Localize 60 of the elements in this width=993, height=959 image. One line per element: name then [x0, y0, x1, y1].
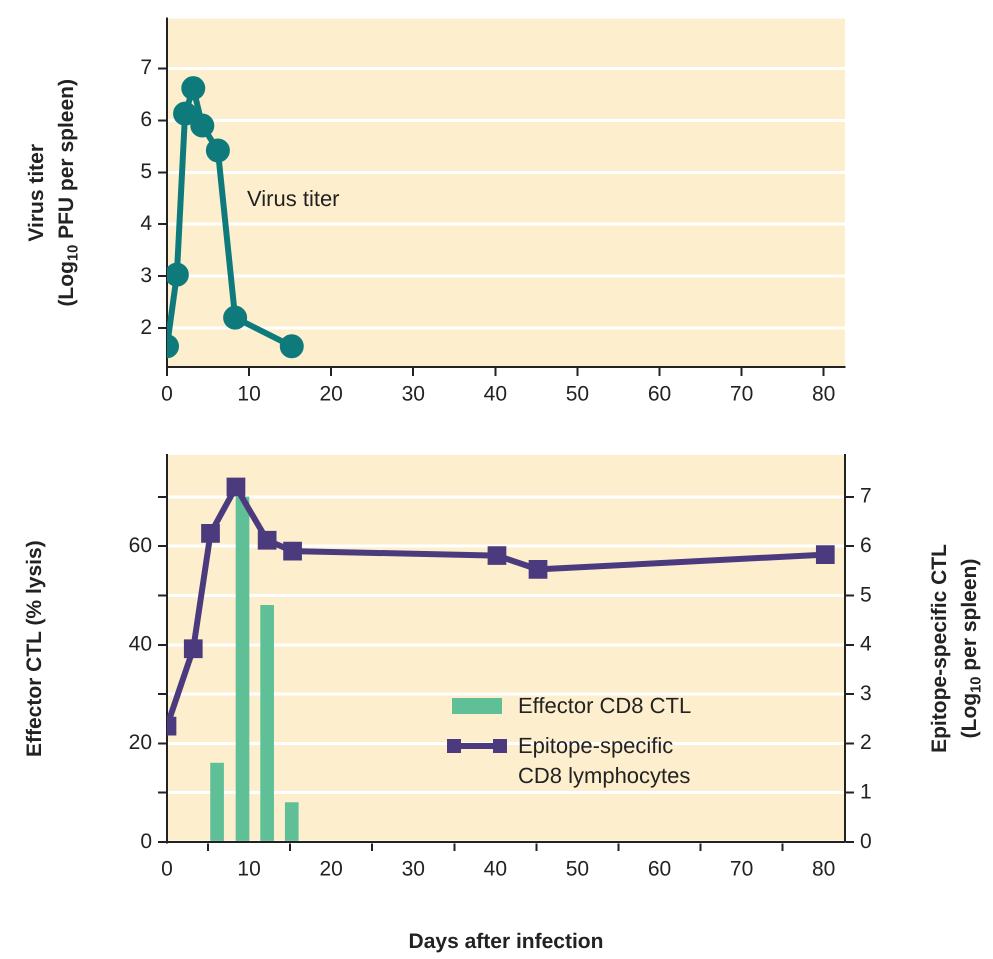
x-tick-label: 0 — [161, 382, 173, 406]
point — [816, 545, 835, 564]
x-tick-label: 10 — [237, 382, 261, 406]
point — [283, 542, 302, 560]
legend-label: Effector CD8 CTL — [518, 692, 692, 720]
point — [173, 102, 198, 126]
y-tick-label: 7 — [140, 56, 152, 80]
point — [206, 138, 230, 162]
y-tick-label: 60 — [128, 534, 152, 557]
x-tick-label: 20 — [319, 857, 343, 880]
point — [280, 334, 304, 358]
x-tick-label: 70 — [730, 857, 754, 880]
point — [226, 478, 246, 496]
x-tick-label: 0 — [161, 857, 173, 880]
point — [223, 306, 248, 330]
y2-tick-label: 4 — [860, 632, 872, 656]
x-tick-label: 60 — [648, 382, 672, 406]
y2-tick-label: 5 — [860, 583, 872, 606]
x-axis-title: Days after infection — [408, 930, 604, 953]
bar — [260, 605, 274, 841]
x-tick-label: 20 — [319, 382, 343, 406]
y2-tick-label: 3 — [860, 682, 872, 705]
y-axis-title: Effector CTL (% lysis) — [22, 540, 46, 758]
x-tick-label: 30 — [402, 382, 425, 406]
y-tick-label: 3 — [140, 264, 152, 287]
x-tick-label: 60 — [648, 857, 672, 880]
x-tick-label: 50 — [566, 857, 590, 880]
y-tick-label: 4 — [140, 212, 152, 236]
y2-tick-label: 2 — [860, 731, 872, 754]
x-tick-label: 80 — [812, 382, 836, 406]
y-tick-label: 6 — [140, 108, 152, 132]
x-tick-label: 80 — [812, 857, 836, 880]
bar — [236, 496, 250, 841]
y2-tick-label: 0 — [860, 830, 872, 853]
point — [181, 76, 206, 100]
y2-tick-label: 7 — [860, 484, 872, 508]
point — [190, 114, 214, 138]
point — [258, 530, 277, 550]
x-tick-label: 70 — [730, 382, 754, 406]
x-tick-label: 40 — [484, 857, 508, 880]
x-tick-label: 30 — [402, 857, 425, 880]
point — [528, 560, 548, 579]
y2-tick-label: 6 — [860, 534, 872, 557]
y-tick-label: 0 — [140, 830, 152, 853]
point — [488, 546, 506, 565]
y-tick-label: 5 — [140, 160, 152, 184]
y-tick-label: 20 — [128, 731, 152, 754]
y-tick-label: 40 — [128, 632, 152, 656]
point — [201, 524, 220, 543]
x-tick-label: 50 — [566, 382, 590, 406]
legend-label: Epitope-specific CD8 lymphocytes — [518, 732, 690, 790]
series-label: Virus titer — [247, 186, 340, 211]
x-tick-label: 10 — [237, 857, 261, 880]
bar — [284, 802, 299, 841]
y2-tick-label: 1 — [860, 780, 872, 804]
bar — [210, 762, 224, 841]
y-axis-title: Virus titer (Log10 PFU per spleen) — [24, 79, 82, 307]
x-tick-label: 40 — [484, 382, 508, 406]
point — [184, 639, 203, 658]
y-tick-label: 2 — [140, 316, 152, 339]
